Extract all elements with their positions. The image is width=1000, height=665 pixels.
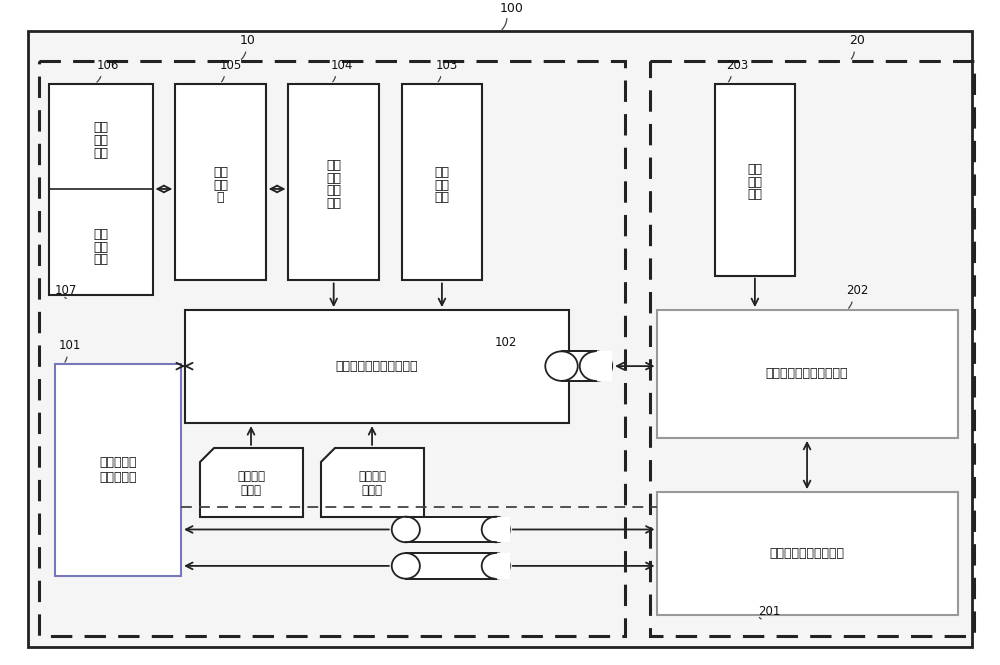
Text: 信号: 信号 — [326, 172, 341, 185]
Ellipse shape — [545, 351, 578, 381]
Bar — [715, 84, 795, 275]
Text: 101: 101 — [59, 339, 81, 352]
Text: 识别卡: 识别卡 — [241, 483, 262, 497]
Bar — [288, 84, 379, 281]
Text: 模块: 模块 — [326, 198, 341, 210]
Text: 第二调制解调器处理模块: 第二调制解调器处理模块 — [766, 368, 848, 380]
Text: 码模: 码模 — [213, 178, 228, 192]
Text: 编解: 编解 — [213, 166, 228, 179]
Text: 第二应用程序处理模块: 第二应用程序处理模块 — [770, 547, 845, 559]
Ellipse shape — [482, 517, 510, 542]
Text: 第二: 第二 — [747, 163, 762, 176]
Polygon shape — [200, 448, 303, 517]
Text: 语音: 语音 — [93, 122, 108, 134]
Bar — [657, 492, 958, 615]
Polygon shape — [321, 448, 424, 517]
Text: 103: 103 — [436, 59, 458, 72]
Text: 106: 106 — [96, 59, 119, 72]
Bar — [39, 61, 625, 636]
Ellipse shape — [392, 517, 420, 542]
Text: 104: 104 — [331, 59, 353, 72]
Text: 107: 107 — [55, 284, 78, 297]
Bar — [562, 351, 596, 381]
Bar — [406, 517, 496, 542]
Bar — [650, 61, 974, 636]
Bar — [595, 351, 612, 381]
Text: 模块: 模块 — [747, 188, 762, 201]
Bar — [406, 553, 496, 579]
Text: 10: 10 — [239, 34, 255, 47]
Text: 序处理模块: 序处理模块 — [99, 471, 137, 484]
Text: 输出: 输出 — [93, 241, 108, 253]
Text: 第一应用程: 第一应用程 — [99, 456, 137, 469]
Text: 射频: 射频 — [747, 176, 762, 189]
Text: 102: 102 — [495, 336, 517, 349]
Ellipse shape — [580, 351, 612, 381]
Bar — [495, 517, 510, 542]
Bar — [175, 84, 266, 281]
Bar — [49, 84, 153, 295]
Text: 20: 20 — [849, 34, 865, 47]
Text: 输入: 输入 — [93, 134, 108, 147]
Text: 202: 202 — [846, 284, 869, 297]
Ellipse shape — [392, 553, 420, 579]
Text: 第二用户: 第二用户 — [358, 470, 386, 483]
Text: 处理: 处理 — [326, 184, 341, 198]
Text: 模块: 模块 — [93, 147, 108, 160]
Bar — [55, 364, 181, 576]
Text: 第一: 第一 — [434, 166, 449, 179]
Text: 第一调制解调器处理模块: 第一调制解调器处理模块 — [336, 360, 418, 372]
Ellipse shape — [482, 553, 510, 579]
Bar — [495, 553, 510, 579]
Bar — [657, 310, 958, 438]
Text: 100: 100 — [500, 2, 524, 15]
Text: 模块: 模块 — [434, 192, 449, 204]
Text: 语音: 语音 — [93, 227, 108, 241]
Bar — [185, 310, 569, 423]
Text: 105: 105 — [220, 59, 242, 72]
Text: 射频: 射频 — [434, 178, 449, 192]
Text: 第一用户: 第一用户 — [237, 470, 265, 483]
Text: 203: 203 — [726, 59, 749, 72]
Text: 块: 块 — [217, 192, 224, 204]
Bar — [402, 84, 482, 281]
Text: 模块: 模块 — [93, 253, 108, 266]
Text: 数字: 数字 — [326, 159, 341, 172]
Text: 201: 201 — [758, 605, 780, 618]
Text: 识别卡: 识别卡 — [362, 483, 383, 497]
